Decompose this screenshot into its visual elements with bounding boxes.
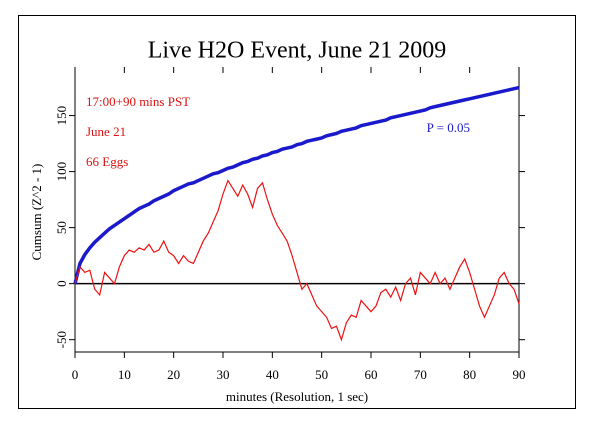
annotation: P = 0.05 [427,120,470,135]
x-tick-label: 40 [266,367,279,382]
y-tick-label: 50 [54,221,69,234]
annotation: June 21 [86,124,126,139]
x-tick-label: 90 [513,367,526,382]
y-tick-label: -50 [54,331,69,348]
y-tick-label: 0 [54,280,69,287]
y-tick-label: 100 [54,162,69,182]
y-tick-label: 150 [54,106,69,126]
x-tick-label: 10 [118,367,131,382]
y-axis-label: Cumsum (Z^2 - 1) [29,164,44,261]
x-axis-label: minutes (Resolution, 1 sec) [226,389,368,404]
annotation: 66 Eggs [86,154,128,169]
annotation: 17:00+90 mins PST [86,94,190,109]
series-line [73,85,520,285]
x-tick-label: 30 [217,367,230,382]
frame [18,15,576,409]
chart-title: Live H2O Event, June 21 2009 [148,38,447,64]
x-tick-label: 60 [365,367,378,382]
x-tick-label: 50 [315,367,328,382]
x-tick-label: 0 [72,367,79,382]
x-tick-label: 70 [414,367,427,382]
series-line [74,179,520,342]
x-tick-label: 20 [167,367,180,382]
x-tick-label: 80 [463,367,476,382]
